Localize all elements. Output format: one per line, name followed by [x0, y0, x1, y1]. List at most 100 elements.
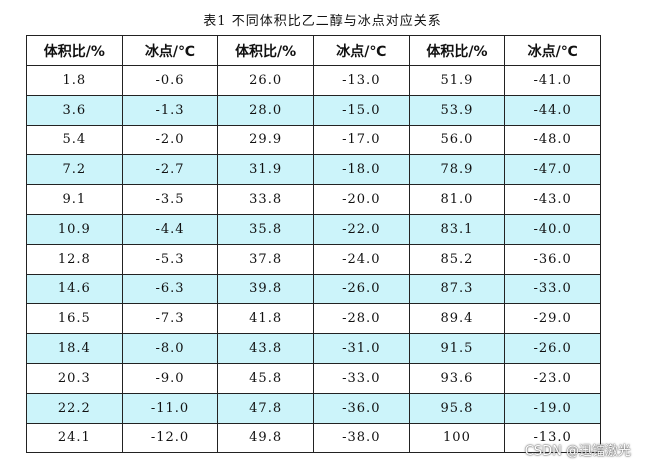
- table-row: 12.8 -5.3 37.8 -24.0 85.2 -36.0: [26, 243, 601, 275]
- table-row: 1.8 -0.6 26.0 -13.0 51.9 -41.0: [26, 65, 601, 96]
- table-cell: -3.5: [121, 184, 219, 215]
- table-cell: 9.1: [26, 184, 123, 215]
- table-cell: -1.3: [121, 94, 219, 126]
- table-cell: 37.8: [217, 243, 314, 275]
- table-cell: -28.0: [312, 303, 410, 335]
- table-cell: 22.2: [26, 392, 123, 424]
- table-cell: -5.3: [121, 243, 219, 275]
- table-cell: 5.4: [26, 124, 123, 156]
- table-row: 9.1 -3.5 33.8 -20.0 81.0 -43.0: [26, 184, 601, 215]
- table-cell: 28.0: [217, 94, 314, 126]
- column-header: 冰点/℃: [312, 35, 410, 66]
- table-cell: 51.9: [408, 65, 506, 96]
- table-cell: -12.0: [121, 422, 219, 454]
- table-cell: -18.0: [312, 154, 410, 186]
- table-cell: -40.0: [504, 213, 601, 245]
- table-cell: -9.0: [121, 362, 219, 394]
- table-cell: 89.4: [408, 303, 506, 335]
- table-cell: 14.6: [26, 273, 123, 305]
- header-row: 体积比/% 冰点/℃ 体积比/% 冰点/℃ 体积比/% 冰点/℃: [26, 35, 601, 66]
- table-cell: 16.5: [26, 303, 123, 335]
- table-cell: -2.7: [121, 154, 219, 186]
- table-cell: -13.0: [504, 422, 601, 454]
- table-cell: 18.4: [26, 333, 123, 364]
- table-cell: -43.0: [504, 184, 601, 215]
- table-cell: -13.0: [312, 65, 410, 96]
- table-body: 1.8 -0.6 26.0 -13.0 51.9 -41.0 3.6 -1.3 28.0 -15.…: [26, 65, 601, 454]
- table-row: 7.2 -2.7 31.9 -18.0 78.9 -47.0: [26, 154, 601, 186]
- table-cell: 35.8: [217, 213, 314, 245]
- table-cell: -36.0: [312, 392, 410, 424]
- table-row: 16.5 -7.3 41.8 -28.0 89.4 -29.0: [26, 303, 601, 335]
- table-cell: 20.3: [26, 362, 123, 394]
- column-header: 冰点/℃: [504, 35, 601, 66]
- table-cell: 39.8: [217, 273, 314, 305]
- table-cell: 31.9: [217, 154, 314, 186]
- column-header: 体积比/%: [26, 35, 123, 66]
- table-cell: 26.0: [217, 65, 314, 96]
- table-cell: 41.8: [217, 303, 314, 335]
- table-cell: 56.0: [408, 124, 506, 156]
- table-cell: 29.9: [217, 124, 314, 156]
- table-cell: -29.0: [504, 303, 601, 335]
- table-cell: 7.2: [26, 154, 123, 186]
- table-cell: 3.6: [26, 94, 123, 126]
- table-cell: 91.5: [408, 333, 506, 364]
- column-header: 冰点/℃: [121, 35, 219, 66]
- table-row: 3.6 -1.3 28.0 -15.0 53.9 -44.0: [26, 94, 601, 126]
- table-row: 14.6 -6.3 39.8 -26.0 87.3 -33.0: [26, 273, 601, 305]
- table-cell: -0.6: [121, 65, 219, 96]
- table-cell: 78.9: [408, 154, 506, 186]
- column-header: 体积比/%: [408, 35, 506, 66]
- table-cell: -26.0: [504, 333, 601, 364]
- table-cell: -24.0: [312, 243, 410, 275]
- table-cell: 53.9: [408, 94, 506, 126]
- table-row: 24.1 -12.0 49.8 -38.0 100 -13.0: [26, 422, 601, 454]
- table-cell: -2.0: [121, 124, 219, 156]
- table-cell: 45.8: [217, 362, 314, 394]
- table-row: 10.9 -4.4 35.8 -22.0 83.1 -40.0: [26, 213, 601, 245]
- table-cell: 10.9: [26, 213, 123, 245]
- table-row: 22.2 -11.0 47.8 -36.0 95.8 -19.0: [26, 392, 601, 424]
- table-cell: 81.0: [408, 184, 506, 215]
- table-cell: -19.0: [504, 392, 601, 424]
- table-cell: -7.3: [121, 303, 219, 335]
- table-cell: 47.8: [217, 392, 314, 424]
- table-cell: -41.0: [504, 65, 601, 96]
- table-cell: -33.0: [504, 273, 601, 305]
- table-cell: -22.0: [312, 213, 410, 245]
- table-cell: -6.3: [121, 273, 219, 305]
- table-row: 18.4 -8.0 43.8 -31.0 91.5 -26.0: [26, 333, 601, 364]
- table-cell: -48.0: [504, 124, 601, 156]
- table-cell: -33.0: [312, 362, 410, 394]
- table-cell: 1.8: [26, 65, 123, 96]
- table-cell: -44.0: [504, 94, 601, 126]
- table-cell: 95.8: [408, 392, 506, 424]
- table-cell: -23.0: [504, 362, 601, 394]
- watermark: CSDN @迅镭激光: [524, 444, 631, 459]
- table-cell: 49.8: [217, 422, 314, 454]
- table-cell: -31.0: [312, 333, 410, 364]
- table-row: 20.3 -9.0 45.8 -33.0 93.6 -23.0: [26, 362, 601, 394]
- column-header: 体积比/%: [217, 35, 314, 66]
- table-cell: -15.0: [312, 94, 410, 126]
- table-cell: 85.2: [408, 243, 506, 275]
- freezing-point-table: 体积比/% 冰点/℃ 体积比/% 冰点/℃ 体积比/% 冰点/℃ 1.8 -0.6…: [26, 35, 601, 454]
- table-cell: 93.6: [408, 362, 506, 394]
- table-cell: 12.8: [26, 243, 123, 275]
- table-cell: 100: [408, 422, 506, 454]
- table-cell: 43.8: [217, 333, 314, 364]
- table-cell: 24.1: [26, 422, 123, 454]
- table-row: 5.4 -2.0 29.9 -17.0 56.0 -48.0: [26, 124, 601, 156]
- table-cell: -20.0: [312, 184, 410, 215]
- table-cell: -11.0: [121, 392, 219, 424]
- table-cell: -4.4: [121, 213, 219, 245]
- table-cell: -38.0: [312, 422, 410, 454]
- table-cell: -26.0: [312, 273, 410, 305]
- table-cell: -36.0: [504, 243, 601, 275]
- table-caption: 表1 不同体积比乙二醇与冰点对应关系: [203, 14, 442, 29]
- table-cell: -8.0: [121, 333, 219, 364]
- table-cell: 33.8: [217, 184, 314, 215]
- table-cell: 87.3: [408, 273, 506, 305]
- table-cell: -47.0: [504, 154, 601, 186]
